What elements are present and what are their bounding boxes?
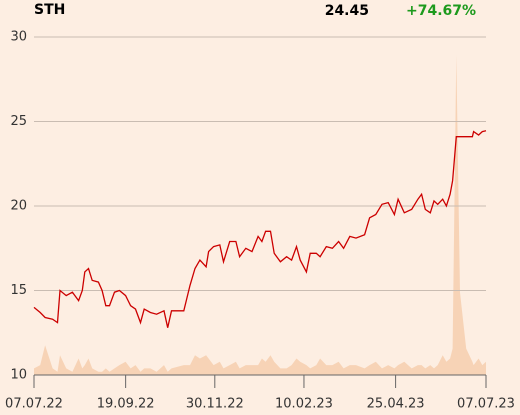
x-tick-label: 30.11.22 [186, 397, 244, 412]
last-price: 24.45 [325, 3, 369, 19]
volume-area [34, 54, 486, 376]
x-tick-label: 07.07.22 [5, 397, 63, 412]
y-tick-label: 10 [10, 368, 27, 383]
y-tick-label: 25 [10, 114, 27, 129]
x-tick-label: 07.07.23 [457, 397, 515, 412]
x-tick-label: 25.04.23 [367, 397, 425, 412]
x-tick-label: 19.09.22 [97, 397, 155, 412]
chart-title: STH [34, 2, 65, 18]
price-line [33, 130, 487, 328]
x-tick-label: 10.02.23 [275, 397, 333, 412]
y-tick-label: 15 [10, 283, 27, 298]
y-tick-label: 20 [10, 199, 27, 214]
y-tick-label: 30 [10, 30, 27, 45]
change: +74.67% [406, 3, 476, 19]
